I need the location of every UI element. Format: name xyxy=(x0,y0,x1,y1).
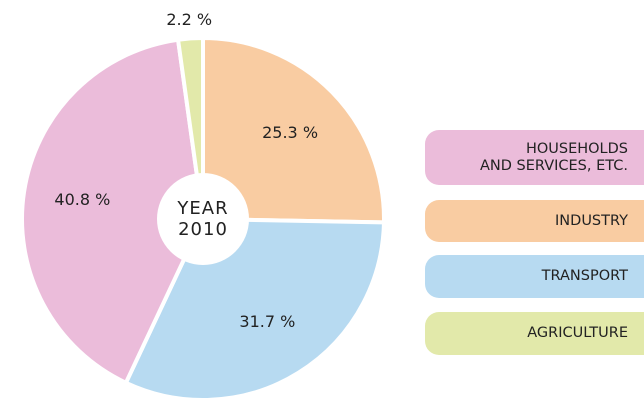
value-label: 40.8 % xyxy=(54,190,110,209)
pie-slice xyxy=(123,217,386,402)
center-label: 2010 xyxy=(178,219,228,240)
center-hole xyxy=(157,173,249,265)
value-label: 31.7 % xyxy=(239,312,295,331)
legend-item: TRANSPORT xyxy=(425,255,644,298)
center-label: YEAR xyxy=(176,198,228,219)
value-label: 25.3 % xyxy=(262,123,318,142)
pie-slice xyxy=(20,37,205,385)
legend-item: HOUSEHOLDS AND SERVICES, ETC. xyxy=(425,130,644,185)
pie-slice xyxy=(201,36,386,225)
value-label: 2.2 % xyxy=(166,10,212,29)
legend-item: AGRICULTURE xyxy=(425,312,644,355)
legend-item: INDUSTRY xyxy=(425,200,644,242)
